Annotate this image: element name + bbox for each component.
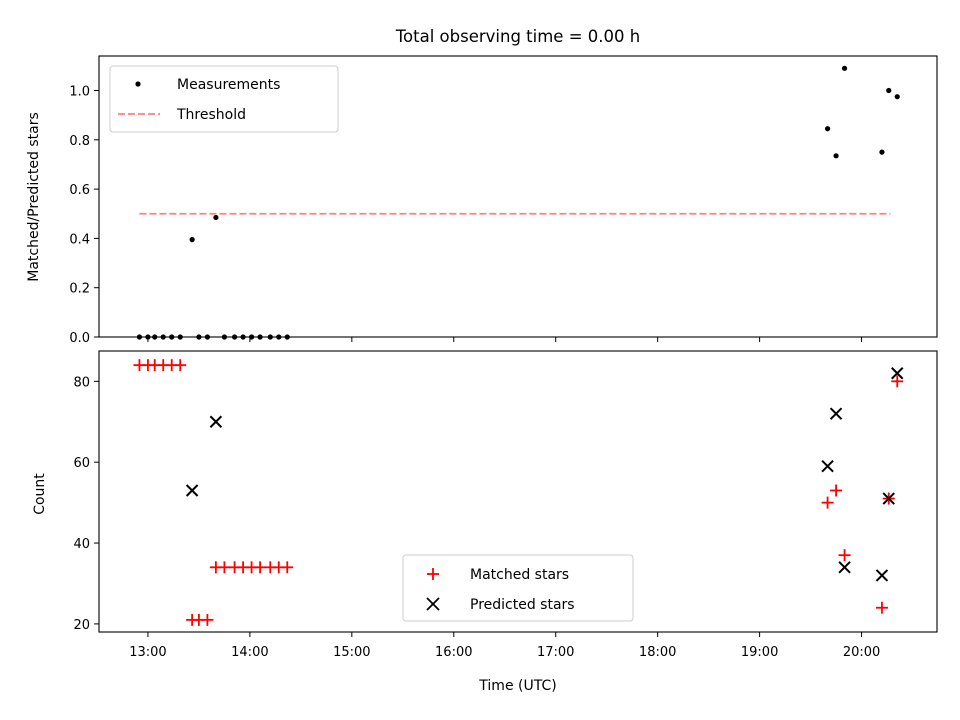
predicted-star-point [891, 367, 904, 380]
count-legend-box [402, 554, 634, 622]
ratio-y-tick-label: 0.6 [69, 183, 90, 198]
count-panel-x-ticks: 13:00 14:00 15:00 16:00 17:00 18:00 19:00 20:00 [129, 632, 880, 660]
ratio-y-axis-label: Matched/Predicted stars [26, 112, 42, 282]
matched-star-point [254, 561, 267, 574]
matched-legend-label: Matched stars [470, 567, 569, 583]
ratio-panel: Total observing time = 0.00 h 0.00.20.40… [26, 27, 938, 346]
matched-star-point [830, 484, 843, 497]
measurement-point [879, 149, 885, 155]
ratio-y-tick-label: 0.8 [69, 134, 90, 149]
matched-star-point [281, 561, 294, 574]
measurement-point [833, 153, 839, 159]
x-tick-label: 17:00 [537, 645, 574, 660]
count-y-axis-label: Count [32, 473, 48, 515]
predicted-legend-label: Predicted stars [470, 597, 575, 613]
measurement-point [213, 214, 219, 221]
measurement-point [824, 126, 831, 132]
predicted-legend-marker [426, 597, 440, 611]
matched-star-point [821, 496, 834, 509]
predicted-star-point [821, 460, 834, 473]
count-panel-marks [133, 359, 904, 626]
matched-star-point [174, 359, 187, 372]
predicted-star-point [829, 407, 843, 420]
matched-star-point [218, 561, 231, 574]
matched-star-point [838, 549, 851, 562]
x-tick-label: 15:00 [333, 645, 370, 660]
predicted-star-point [838, 561, 851, 574]
x-tick-label: 16:00 [435, 645, 472, 660]
matched-star-point [891, 375, 904, 388]
count-y-tick-label: 20 [73, 618, 90, 633]
x-axis-label: Time (UTC) [478, 678, 556, 694]
predicted-star-point [185, 484, 199, 497]
ratio-panel-y-ticks: 0.0 0.2 0.4 0.6 0.8 1.0 [69, 85, 99, 346]
measurement-point [189, 237, 195, 243]
matched-legend-marker [427, 568, 439, 580]
x-tick-label: 19:00 [741, 645, 778, 660]
matched-star-point [201, 613, 214, 626]
ratio-panel-x-ticks [147, 337, 863, 342]
count-panel-frame [98, 350, 938, 633]
count-y-tick-label: 40 [73, 537, 90, 552]
predicted-star-point [209, 415, 223, 428]
ratio-y-tick-label: 0.0 [69, 331, 90, 346]
x-tick-label: 18:00 [639, 645, 676, 660]
chart-title: Total observing time = 0.00 h [395, 27, 640, 46]
measurement-point [894, 94, 900, 100]
matched-star-point [875, 601, 888, 614]
ratio-legend-box [109, 65, 339, 133]
ratio-y-tick-label: 1.0 [69, 85, 90, 100]
x-tick-label: 14:00 [231, 645, 268, 660]
predicted-star-point [875, 569, 889, 582]
count-y-tick-label: 60 [73, 456, 90, 471]
count-legend: Matched stars Predicted stars [402, 554, 634, 622]
ratio-panel-frame [98, 55, 938, 338]
predicted-star-point [882, 492, 895, 505]
measurements-legend-marker [135, 81, 141, 87]
ratio-y-tick-label: 0.4 [69, 232, 90, 247]
ratio-y-tick-label: 0.2 [69, 282, 90, 297]
ratio-legend: Measurements Threshold [109, 65, 339, 133]
measurement-point [886, 87, 892, 94]
threshold-legend-label: Threshold [176, 107, 246, 123]
count-panel-y-ticks: 20 40 60 80 [73, 375, 99, 633]
x-tick-label: 20:00 [843, 645, 880, 660]
count-y-tick-label: 80 [73, 375, 90, 390]
measurement-point [841, 65, 848, 71]
measurements-legend-label: Measurements [177, 77, 280, 93]
x-tick-label: 13:00 [129, 645, 166, 660]
